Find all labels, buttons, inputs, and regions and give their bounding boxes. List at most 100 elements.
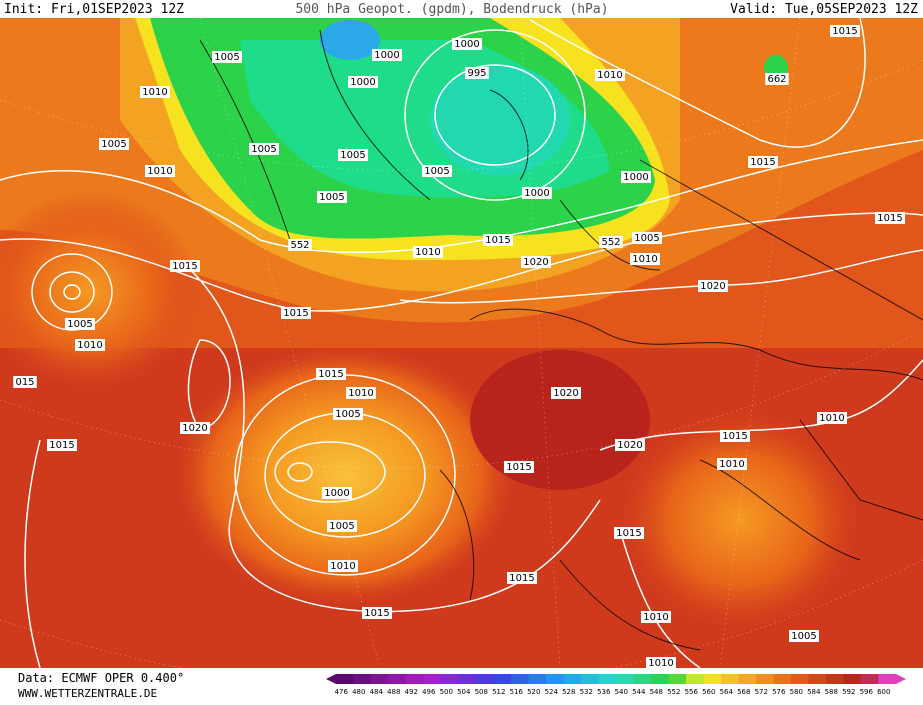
contour-label-bg — [338, 149, 368, 161]
legend-label: 508 — [475, 688, 488, 696]
contour-label: 1005 — [424, 166, 449, 177]
legend-label: 492 — [405, 688, 418, 696]
contour-label-bg — [327, 520, 357, 532]
contour-label-bg — [614, 527, 644, 539]
legend-swatch — [773, 674, 792, 684]
legend-label: 484 — [370, 688, 384, 696]
graticule — [0, 18, 923, 668]
contour-label-bg — [521, 256, 551, 268]
legend-swatch — [353, 674, 372, 684]
legend-swatch — [493, 674, 512, 684]
contour-label-bg — [698, 280, 728, 292]
data-source: Data: ECMWF OPER 0.400° — [18, 671, 184, 685]
legend-swatch — [843, 674, 862, 684]
contour-label-bg — [372, 49, 402, 61]
contour-label-bg — [170, 260, 200, 272]
contour-label-bg — [346, 387, 376, 399]
contour-label: 995 — [467, 68, 486, 79]
contour-label: 1000 — [623, 172, 648, 183]
legend-label: 576 — [772, 688, 786, 696]
contour-label-bg — [413, 246, 443, 258]
contour-label: 1020 — [700, 281, 725, 292]
contour-label-bg — [765, 73, 789, 85]
contour-label: 1015 — [832, 26, 857, 37]
contour-label-bg — [99, 138, 129, 150]
contour-label-bg — [632, 232, 662, 244]
contour-label: 1015 — [172, 261, 197, 272]
contour-label: 1015 — [364, 608, 389, 619]
contour-label-bg — [180, 422, 210, 434]
contour-label: 1020 — [617, 440, 642, 451]
contour-label: 1015 — [506, 462, 531, 473]
legend-label: 512 — [492, 688, 505, 696]
contour-label-bg — [47, 439, 77, 451]
legend-label: 560 — [702, 688, 715, 696]
contour-label-bg — [362, 607, 392, 619]
contour-label: 1010 — [643, 612, 668, 623]
legend-label: 592 — [842, 688, 855, 696]
contour-label: 1005 — [340, 150, 365, 161]
contour-label: 1015 — [616, 528, 641, 539]
legend-swatch — [633, 674, 652, 684]
contour-label: 1010 — [330, 561, 355, 572]
contour-label: 1000 — [324, 488, 349, 499]
contour-label: 1010 — [77, 340, 102, 351]
legend-label: 536 — [597, 688, 611, 696]
contour-label: 1015 — [509, 573, 534, 584]
contour-label-bg — [422, 165, 452, 177]
contour-label-bg — [507, 572, 537, 584]
contour-label-bg — [281, 307, 311, 319]
contour-label-bg — [830, 25, 860, 37]
contour-label: 1010 — [348, 388, 373, 399]
legend-swatch — [651, 674, 669, 684]
contour-label: 1005 — [319, 192, 344, 203]
contour-label-bg — [452, 38, 482, 50]
contour-label: 015 — [15, 377, 34, 388]
legend-label: 520 — [527, 688, 540, 696]
legend-label: 588 — [825, 688, 838, 696]
legend-swatch — [458, 674, 477, 684]
legend-swatch — [616, 674, 634, 684]
legend-label: 524 — [545, 688, 559, 696]
legend-swatch — [686, 674, 704, 684]
website: WWW.WETTERZENTRALE.DE — [18, 687, 157, 700]
legend-label: 496 — [422, 688, 436, 696]
contour-label: 1010 — [719, 459, 744, 470]
contour-label-bg — [599, 236, 623, 248]
contour-label-bg — [316, 368, 346, 380]
contour-label: 1020 — [553, 388, 578, 399]
contour-label: 1005 — [634, 233, 659, 244]
contour-label-bg — [483, 234, 513, 246]
legend-arrow-left — [326, 674, 336, 684]
contour-label: 1015 — [877, 213, 902, 224]
contour-label: 1010 — [415, 247, 440, 258]
contour-label-bg — [595, 69, 625, 81]
legend-label: 600 — [877, 688, 890, 696]
legend-label: 540 — [615, 688, 628, 696]
contour-label: 1005 — [67, 319, 92, 330]
contour-label-bg — [348, 76, 378, 88]
contour-label: 1000 — [524, 188, 549, 199]
contour-label-bg — [288, 239, 312, 251]
legend-swatch — [668, 674, 687, 684]
contour-label: 1005 — [101, 139, 126, 150]
contour-label-bg — [646, 657, 676, 668]
contour-label: 1015 — [49, 440, 74, 451]
legend-swatch — [528, 674, 547, 684]
contour-label-bg — [249, 143, 279, 155]
contour-label-bg — [65, 318, 95, 330]
contour-label: 1010 — [648, 658, 673, 669]
contour-label: 1010 — [819, 413, 844, 424]
legend-label: 516 — [510, 688, 524, 696]
legend-label: 580 — [790, 688, 803, 696]
legend-swatch — [388, 674, 407, 684]
contour-label: 1005 — [335, 409, 360, 420]
legend-label: 564 — [720, 688, 734, 696]
legend-label: 500 — [440, 688, 453, 696]
header-bar — [0, 0, 923, 18]
legend-swatch — [441, 674, 459, 684]
legend-swatch — [406, 674, 424, 684]
legend-swatch — [423, 674, 442, 684]
legend-swatch — [738, 674, 757, 684]
